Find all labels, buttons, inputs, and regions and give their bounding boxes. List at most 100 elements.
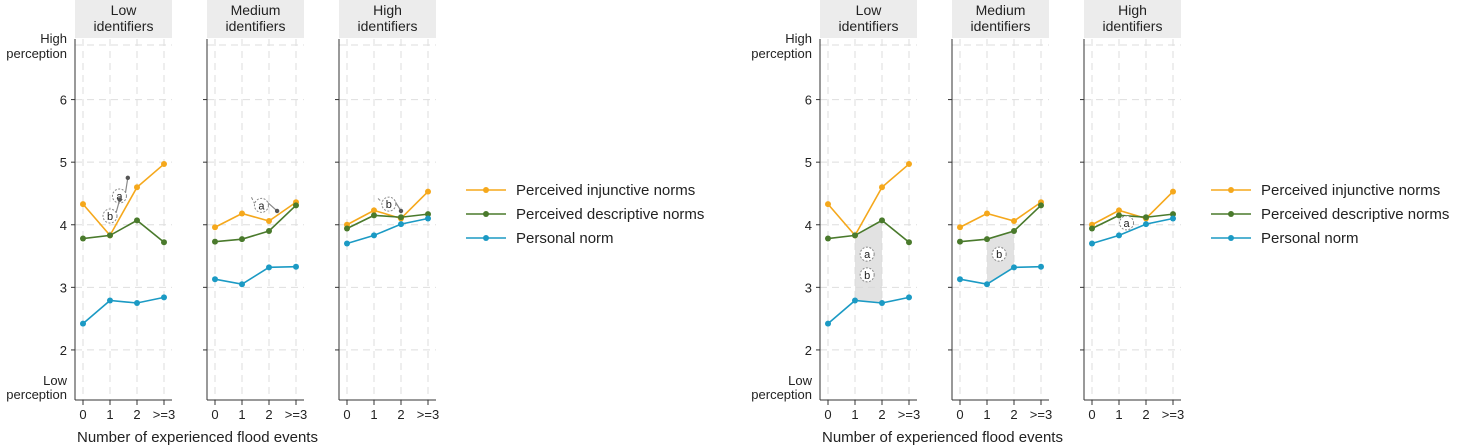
data-point-injunctive	[957, 224, 963, 231]
data-point-descriptive	[906, 239, 912, 246]
data-point-personal	[239, 281, 245, 288]
facet-title-line1: Low	[856, 2, 883, 18]
legend-marker-descriptive	[1228, 211, 1234, 217]
annotation-label: a	[1123, 218, 1130, 230]
data-point-injunctive	[134, 184, 140, 191]
legend-marker-injunctive	[1228, 187, 1234, 193]
facet-title-line1: Medium	[231, 2, 281, 18]
x-tick-label: >=3	[417, 407, 439, 422]
x-axis-title: Number of experienced flood events	[77, 429, 318, 446]
facet-title-line2: identifiers	[94, 18, 154, 34]
facet-header	[339, 0, 436, 38]
x-tick-label: 2	[265, 407, 272, 422]
y-tick-label: 6	[805, 93, 812, 108]
data-point-personal	[266, 264, 272, 271]
legend-label-descriptive: Perceived descriptive norms	[1261, 206, 1449, 223]
legend-marker-descriptive	[483, 211, 489, 217]
y-tick-label: 4	[805, 218, 812, 233]
series-line-injunctive	[214, 201, 297, 228]
annotation-arrow-head	[117, 197, 122, 202]
x-tick-label: 0	[824, 407, 831, 422]
x-tick-label: >=3	[285, 407, 307, 422]
series-line-injunctive	[959, 201, 1042, 228]
data-point-personal	[371, 232, 377, 239]
data-point-descriptive	[825, 235, 831, 242]
legend-label-descriptive: Perceived descriptive norms	[516, 206, 704, 223]
data-point-descriptive	[879, 217, 885, 224]
data-point-injunctive	[1116, 207, 1122, 214]
annotation-label: a	[864, 249, 871, 261]
x-tick-label: 1	[983, 407, 990, 422]
data-point-descriptive	[239, 236, 245, 243]
data-point-descriptive	[212, 238, 218, 245]
annotation-label: a	[258, 200, 265, 212]
data-point-injunctive	[371, 207, 377, 214]
data-point-personal	[80, 320, 86, 327]
chart-2: 23456HighperceptionLowperceptionLowident…	[751, 0, 1449, 446]
legend-label-injunctive: Perceived injunctive norms	[516, 182, 695, 199]
series-line-personal	[1091, 217, 1174, 245]
y-tick-label: 3	[60, 280, 67, 295]
data-point-descriptive	[80, 235, 86, 242]
x-tick-label: >=3	[1162, 407, 1184, 422]
data-point-injunctive	[239, 210, 245, 217]
facet-header	[207, 0, 304, 38]
x-tick-label: 1	[106, 407, 113, 422]
y-tick-label: 2	[60, 343, 67, 358]
data-point-descriptive	[398, 214, 404, 221]
series-line-personal	[214, 265, 297, 286]
data-point-descriptive	[107, 232, 113, 239]
data-point-personal	[161, 294, 167, 301]
data-point-personal	[1011, 264, 1017, 271]
series-line-descriptive	[1091, 213, 1174, 230]
facet-header	[75, 0, 172, 38]
y-tick-label: 6	[60, 93, 67, 108]
data-point-descriptive	[984, 236, 990, 243]
shaded-gap-region	[855, 220, 882, 303]
annotation-circle	[102, 208, 118, 224]
data-point-descriptive	[344, 225, 350, 232]
annotation-circle	[1119, 215, 1135, 231]
data-point-descriptive	[425, 211, 431, 218]
facet-title-line2: identifiers	[1103, 18, 1163, 34]
data-point-personal	[1143, 221, 1149, 228]
facet-title-line2: identifiers	[839, 18, 899, 34]
x-tick-label: 1	[370, 407, 377, 422]
data-point-personal	[212, 276, 218, 283]
x-tick-label: 0	[211, 407, 218, 422]
legend-label-personal: Personal norm	[516, 230, 614, 247]
data-point-injunctive	[879, 184, 885, 191]
x-tick-label: 2	[1010, 407, 1017, 422]
facet-header	[820, 0, 917, 38]
data-point-personal	[852, 297, 858, 304]
facet-title-line1: Medium	[976, 2, 1026, 18]
annotation-circle	[381, 196, 397, 212]
data-point-personal	[344, 240, 350, 247]
data-point-injunctive	[266, 218, 272, 225]
series-line-personal	[827, 296, 910, 325]
data-point-descriptive	[1170, 211, 1176, 218]
y-bottom-label-line1: Low	[788, 373, 812, 388]
facet-header	[1084, 0, 1181, 38]
annotation-circle	[111, 188, 127, 204]
series-line-personal	[959, 265, 1042, 286]
x-tick-label: 2	[397, 407, 404, 422]
facet-title-line1: High	[1118, 2, 1147, 18]
legend-marker-personal	[483, 235, 489, 241]
data-point-injunctive	[906, 161, 912, 168]
y-bottom-label-line2: perception	[6, 387, 67, 402]
series-line-descriptive	[214, 204, 297, 243]
data-point-personal	[984, 281, 990, 288]
data-point-injunctive	[825, 201, 831, 208]
data-point-personal	[398, 221, 404, 228]
annotation-label: b	[386, 199, 392, 211]
data-point-descriptive	[1011, 228, 1017, 235]
annotation-arrow	[115, 199, 121, 214]
y-tick-label: 4	[60, 218, 67, 233]
facet-title-line1: High	[373, 2, 402, 18]
x-tick-label: 0	[956, 407, 963, 422]
